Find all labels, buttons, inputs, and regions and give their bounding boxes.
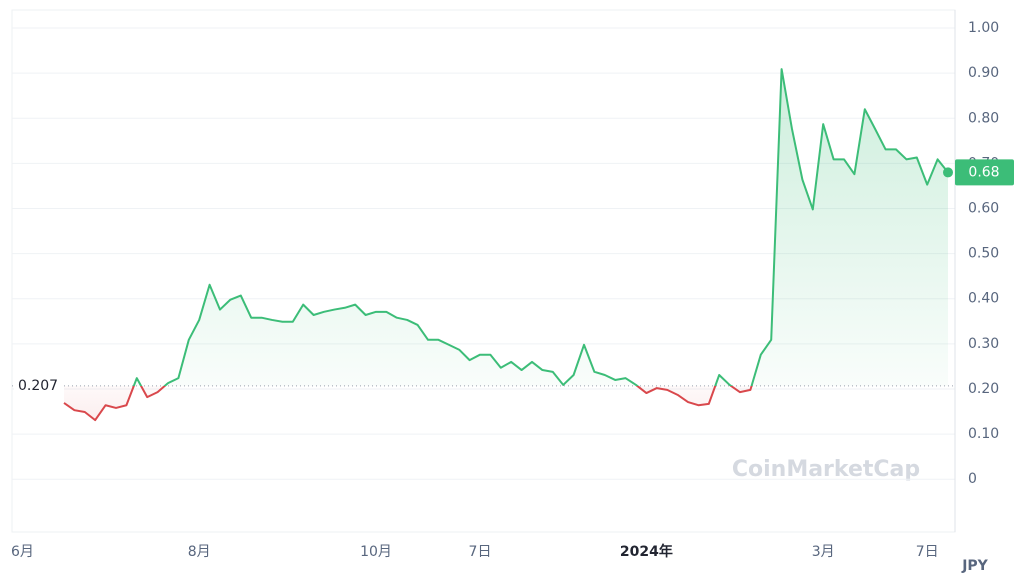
watermark: CoinMarketCap: [732, 457, 920, 482]
x-tick-label: 2024年: [620, 543, 673, 560]
y-tick-label: 0.80: [968, 110, 999, 126]
x-tick-label: 3月: [812, 544, 835, 560]
y-tick-label: 0.40: [968, 291, 999, 307]
y-tick-label: 0.10: [968, 426, 999, 442]
y-tick-label: 0.30: [968, 336, 999, 352]
baseline-label: 0.207: [18, 378, 58, 394]
current-price-label: 0.68: [968, 164, 999, 180]
currency-label: JPY: [961, 558, 988, 574]
x-tick-label: 7日: [916, 544, 939, 560]
y-tick-label: 0.60: [968, 201, 999, 217]
x-tick-label: 8月: [188, 544, 211, 560]
x-tick-label: 7日: [469, 544, 492, 560]
area: [64, 69, 948, 421]
y-tick-label: 0: [968, 471, 977, 487]
y-tick-label: 0.50: [968, 246, 999, 262]
y-tick-label: 0.20: [968, 381, 999, 397]
baseline-label-bg: [14, 375, 64, 396]
x-tick-label: 10月: [360, 544, 392, 560]
y-tick-label: 1.00: [968, 20, 999, 36]
current-price-tag: [955, 159, 1014, 186]
x-tick-label: 6月: [11, 544, 34, 560]
y-tick-label: 0.90: [968, 65, 999, 81]
last-point: [943, 167, 953, 178]
price-line: [63, 68, 949, 422]
